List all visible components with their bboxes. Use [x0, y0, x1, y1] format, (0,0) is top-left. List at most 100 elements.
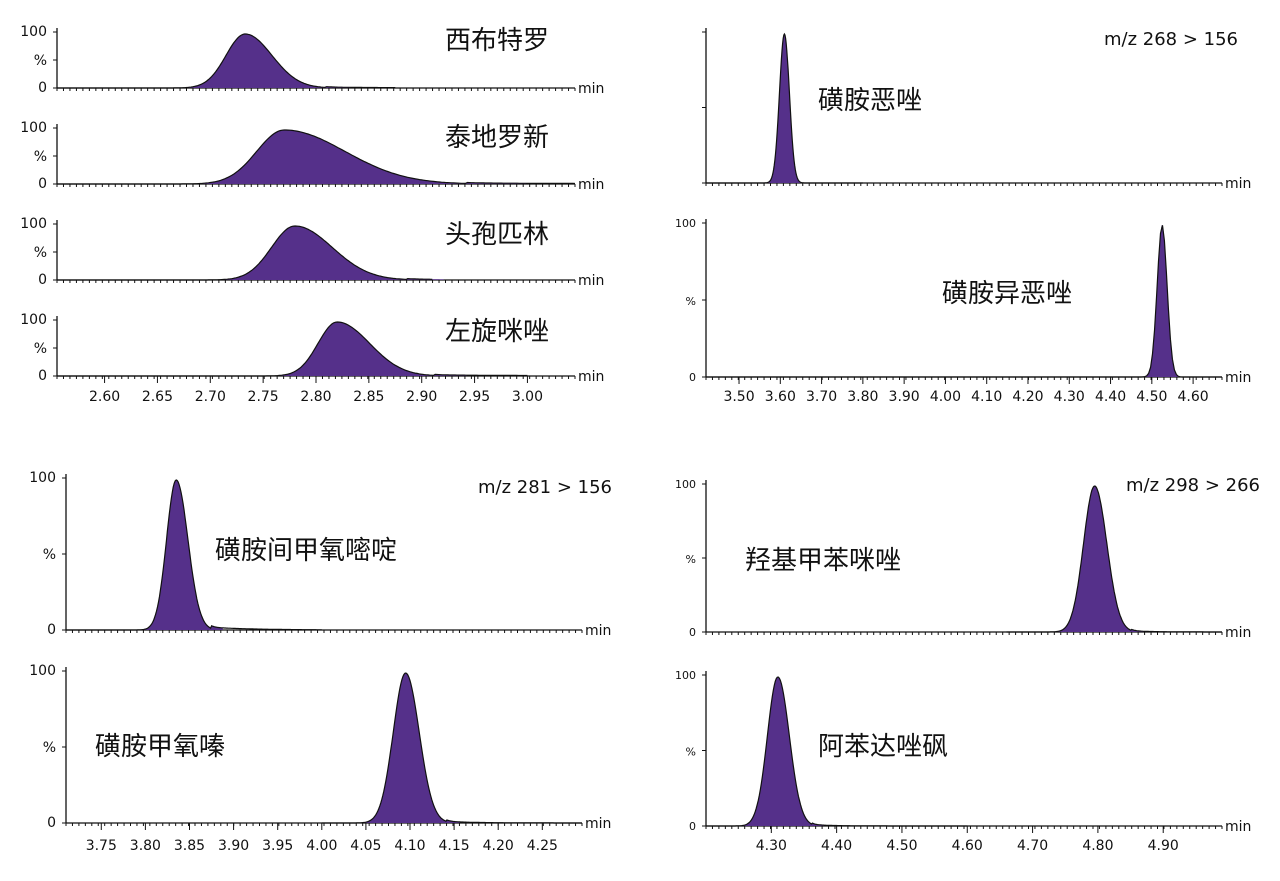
y-tick-label: 100 — [29, 470, 56, 486]
trace-1-4: 100% 0 min 左旋咪唑 — [20, 312, 604, 385]
trace-line — [321, 672, 582, 824]
transition-label: m/z 268 > 156 — [1104, 29, 1238, 50]
x-tick-label: 4.25 — [527, 838, 558, 854]
x-tick-label: 4.30 — [1054, 389, 1085, 405]
x-tick-label: 3.00 — [512, 389, 543, 405]
x-tick-label: 3.90 — [218, 838, 249, 854]
x-tick-label: 4.00 — [306, 838, 337, 854]
trace-4-1: 100% 0 min 羟基甲苯咪唑 — [675, 478, 1251, 641]
x-tick-label: 4.40 — [821, 838, 852, 854]
y-tick-label: 100 — [20, 216, 47, 232]
y-tick-label: % — [686, 553, 696, 566]
y-tick-label: % — [686, 746, 696, 759]
trace-line — [66, 479, 322, 631]
trace-line — [1006, 485, 1222, 633]
x-tick-label: 2.60 — [89, 389, 120, 405]
x-unit-label: min — [1225, 370, 1251, 386]
x-unit-label: min — [585, 816, 611, 832]
compound-label: 阿苯达唑砜 — [818, 732, 948, 762]
x-tick-label: 4.20 — [1012, 389, 1043, 405]
x-tick-label: 4.80 — [1082, 838, 1113, 854]
peak-area — [764, 34, 805, 183]
trace-1-1: 100% 0 min 西布特罗 — [20, 24, 604, 97]
x-tick-label: 3.95 — [262, 838, 293, 854]
y-tick-label: 0 — [47, 815, 56, 831]
y-tick-label: 0 — [38, 368, 47, 384]
x-tick-label: 4.40 — [1095, 389, 1126, 405]
chart-panel-3: 100% 0 min 磺胺间甲氧嘧啶 100% 0 min 磺胺甲氧嗪 3.75 3.80 3.85… — [29, 470, 612, 854]
compound-label: 磺胺异恶唑 — [942, 279, 1072, 309]
peak-area — [201, 226, 444, 280]
trace-line — [57, 33, 396, 89]
y-tick-label: 100 — [20, 24, 47, 40]
peak-area — [1050, 486, 1144, 632]
trace-1-2: 100% 0 min 泰地罗新 — [20, 120, 604, 193]
y-tick-label: 100 — [675, 478, 696, 491]
compound-label: 磺胺甲氧嗪 — [95, 732, 225, 762]
y-tick-label: 100 — [675, 669, 696, 682]
peak-area — [169, 34, 352, 88]
x-tick-label: 2.75 — [248, 389, 279, 405]
x-unit-label: min — [1225, 625, 1251, 641]
y-tick-label: 100 — [20, 120, 47, 136]
peak-area — [174, 130, 527, 184]
x-tick-label: 3.80 — [847, 389, 878, 405]
x-tick-label: 4.30 — [756, 838, 787, 854]
x-tick-label: 2.90 — [406, 389, 437, 405]
trace-line — [57, 225, 433, 281]
x-tick-label: 4.15 — [439, 838, 470, 854]
chart-panel-4: 100% 0 min 羟基甲苯咪唑 100% 0 min 阿苯达唑砜 4.30 4.40 4.50 4… — [675, 475, 1260, 854]
x-tick-label: 4.05 — [350, 838, 381, 854]
x-tick-label: 3.75 — [86, 838, 117, 854]
x-tick-label: 4.90 — [1148, 838, 1179, 854]
peak-area — [356, 673, 460, 823]
x-unit-label: min — [578, 369, 604, 385]
y-tick-label: % — [43, 547, 56, 563]
y-tick-label: 0 — [38, 176, 47, 192]
y-tick-label: 100 — [20, 312, 47, 328]
x-tick-label: 3.70 — [806, 389, 837, 405]
peak-area — [736, 677, 824, 826]
x-tick-label: 4.00 — [930, 389, 961, 405]
x-tick-label: 2.65 — [142, 389, 173, 405]
y-tick-label: 100 — [29, 663, 56, 679]
trace-3-1: 100% 0 min 磺胺间甲氧嘧啶 — [29, 470, 611, 639]
peak-area — [1142, 225, 1182, 377]
y-tick-label: 100 — [675, 217, 696, 230]
y-tick-label: 0 — [689, 820, 696, 833]
peak-area — [261, 322, 467, 376]
y-tick-label: 0 — [38, 272, 47, 288]
x-tick-label: 3.60 — [765, 389, 796, 405]
x-tick-label: 4.60 — [952, 838, 983, 854]
y-tick-label: % — [34, 245, 47, 261]
x-tick-label: 3.85 — [174, 838, 205, 854]
y-tick-label: 0 — [689, 626, 696, 639]
y-tick-label: % — [34, 149, 47, 165]
compound-label: 西布特罗 — [445, 26, 549, 56]
trace-line — [706, 676, 968, 827]
trace-2-2: 100% 0 min 磺胺异恶唑 — [675, 217, 1251, 386]
trace-line — [706, 225, 1222, 378]
compound-label: 头孢匹林 — [445, 220, 549, 250]
x-tick-label: 2.85 — [353, 389, 384, 405]
x-unit-label: min — [1225, 819, 1251, 835]
x-tick-label: 2.80 — [300, 389, 331, 405]
y-tick-label: % — [34, 53, 47, 69]
x-tick-label: 3.80 — [130, 838, 161, 854]
x-tick-label: 4.20 — [483, 838, 514, 854]
x-tick-label: 4.50 — [886, 838, 917, 854]
compound-label: 磺胺恶唑 — [818, 86, 922, 116]
x-tick-label: 4.10 — [394, 838, 425, 854]
compound-label: 羟基甲苯咪唑 — [745, 546, 901, 576]
compound-label: 左旋咪唑 — [445, 317, 549, 347]
peak-area — [137, 480, 223, 630]
trace-2-1: min 磺胺恶唑 — [702, 28, 1251, 192]
transition-label: m/z 298 > 266 — [1126, 475, 1260, 496]
trace-1-3: 100% 0 min 头孢匹林 — [20, 216, 604, 289]
trace-3-2: 100% 0 min 磺胺甲氧嗪 — [29, 663, 611, 832]
y-tick-label: % — [43, 740, 56, 756]
x-tick-label: 4.10 — [971, 389, 1002, 405]
y-tick-label: 0 — [689, 371, 696, 384]
